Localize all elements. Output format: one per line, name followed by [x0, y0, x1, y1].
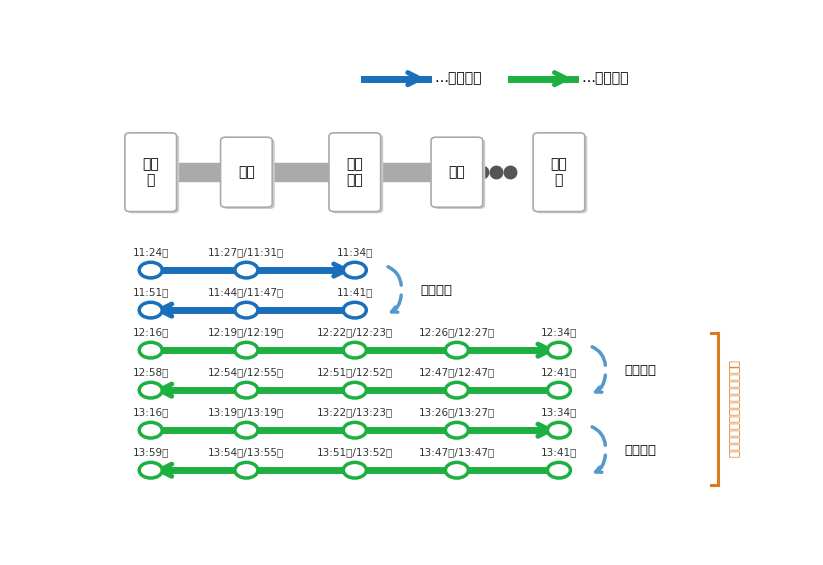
Circle shape — [235, 462, 258, 478]
FancyBboxPatch shape — [221, 137, 272, 207]
Circle shape — [547, 383, 570, 398]
Circle shape — [445, 383, 468, 398]
Circle shape — [343, 383, 366, 398]
Text: 12:58着: 12:58着 — [133, 367, 169, 377]
FancyBboxPatch shape — [434, 139, 486, 209]
Text: 11:27着/11:31発: 11:27着/11:31発 — [208, 247, 285, 257]
Text: 12:41発: 12:41発 — [541, 367, 577, 377]
Text: 13:19着/13:19発: 13:19着/13:19発 — [208, 407, 285, 417]
Text: 13:59着: 13:59着 — [133, 447, 169, 457]
Circle shape — [139, 262, 162, 278]
Circle shape — [235, 262, 258, 278]
Text: 11:44着/11:47発: 11:44着/11:47発 — [208, 287, 285, 297]
FancyBboxPatch shape — [536, 134, 588, 214]
Text: 茶屋
町: 茶屋 町 — [551, 158, 567, 187]
Text: 12:16発: 12:16発 — [133, 327, 169, 337]
Text: 13:54着/13:55発: 13:54着/13:55発 — [208, 447, 285, 457]
Circle shape — [547, 342, 570, 358]
Text: 岡山
山: 岡山 山 — [142, 158, 159, 187]
Text: 13:51着/13:52発: 13:51着/13:52発 — [317, 447, 393, 457]
Circle shape — [445, 423, 468, 438]
Circle shape — [235, 342, 258, 358]
Text: 12:22着/12:23発: 12:22着/12:23発 — [317, 327, 393, 337]
Text: 13:34着: 13:34着 — [541, 407, 577, 417]
Circle shape — [547, 462, 570, 478]
Text: 従来の列車に加えて新たに設定: 従来の列車に加えて新たに設定 — [726, 360, 739, 458]
FancyBboxPatch shape — [125, 133, 177, 211]
Circle shape — [139, 302, 162, 318]
Text: 折り返し: 折り返し — [625, 364, 657, 377]
FancyBboxPatch shape — [128, 134, 179, 214]
Text: 12:19着/12:19発: 12:19着/12:19発 — [208, 327, 285, 337]
Text: 13:22着/13:23発: 13:22着/13:23発 — [317, 407, 393, 417]
Text: 13:41発: 13:41発 — [541, 447, 577, 457]
Text: 大元: 大元 — [238, 165, 255, 179]
Circle shape — [343, 262, 366, 278]
Circle shape — [235, 423, 258, 438]
Text: 12:51着/12:52発: 12:51着/12:52発 — [317, 367, 393, 377]
Circle shape — [445, 342, 468, 358]
Text: 妹尾: 妹尾 — [449, 165, 465, 179]
Text: 折り返し: 折り返し — [625, 444, 657, 457]
Text: 備前
西市: 備前 西市 — [346, 158, 363, 187]
Circle shape — [343, 462, 366, 478]
Circle shape — [343, 342, 366, 358]
Text: …普通列車: …普通列車 — [435, 72, 482, 86]
Text: 13:16発: 13:16発 — [133, 407, 169, 417]
Circle shape — [235, 383, 258, 398]
Circle shape — [139, 342, 162, 358]
Text: 12:54着/12:55発: 12:54着/12:55発 — [208, 367, 285, 377]
Text: 12:47着/12:47発: 12:47着/12:47発 — [419, 367, 495, 377]
Text: 12:34着: 12:34着 — [541, 327, 577, 337]
Text: 13:47着/13:47発: 13:47着/13:47発 — [419, 447, 495, 457]
Text: 11:34着: 11:34着 — [337, 247, 373, 257]
Circle shape — [547, 423, 570, 438]
Circle shape — [139, 462, 162, 478]
Text: 12:26着/12:27発: 12:26着/12:27発 — [419, 327, 495, 337]
Circle shape — [139, 383, 162, 398]
Text: 13:26着/13:27発: 13:26着/13:27発 — [419, 407, 495, 417]
Circle shape — [343, 423, 366, 438]
FancyBboxPatch shape — [329, 133, 381, 211]
FancyBboxPatch shape — [431, 137, 483, 207]
Text: 折り返し: 折り返し — [421, 284, 453, 297]
Text: …快速列車: …快速列車 — [581, 72, 629, 86]
FancyBboxPatch shape — [223, 139, 275, 209]
Circle shape — [235, 302, 258, 318]
FancyBboxPatch shape — [332, 134, 384, 214]
FancyBboxPatch shape — [533, 133, 585, 211]
Text: 11:51着: 11:51着 — [133, 287, 169, 297]
Circle shape — [139, 423, 162, 438]
Text: 11:24発: 11:24発 — [133, 247, 169, 257]
Circle shape — [343, 302, 366, 318]
Circle shape — [445, 462, 468, 478]
Text: 11:41発: 11:41発 — [337, 287, 373, 297]
